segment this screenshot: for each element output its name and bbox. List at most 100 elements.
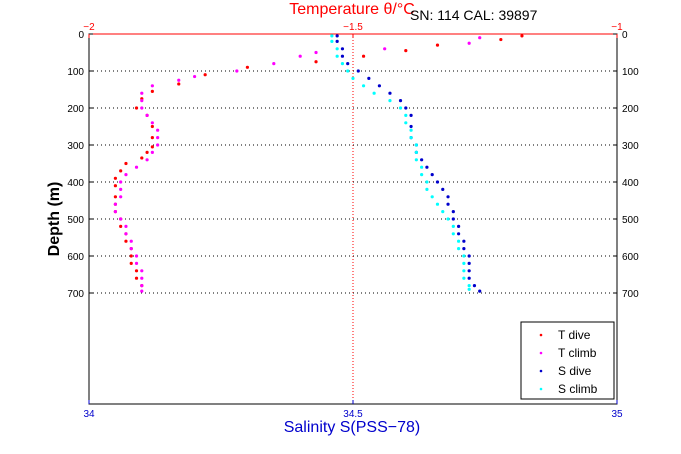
data-point-s-climb-25 — [446, 217, 450, 221]
data-point-s-dive-25 — [457, 224, 461, 228]
data-point-s-climb-29 — [457, 247, 461, 251]
data-point-t-dive-0 — [520, 34, 524, 38]
y-tick-label-left-600: 600 — [67, 252, 84, 263]
bottom-tick-label-34.5: 34.5 — [343, 409, 363, 420]
y-tick-label-right-200: 200 — [622, 104, 639, 115]
data-point-s-climb-14 — [409, 136, 413, 140]
top-tick-label--1.5: −1.5 — [343, 22, 363, 33]
data-point-s-climb-31 — [462, 261, 466, 265]
data-point-s-climb-5 — [346, 69, 350, 73]
legend-label-t-dive: T dive — [558, 328, 591, 342]
data-point-s-dive-3 — [340, 54, 345, 58]
data-point-s-dive-9 — [398, 99, 403, 103]
data-point-s-climb-30 — [462, 254, 466, 258]
legend-marker-s-climb — [539, 387, 543, 391]
y-tick-label-right-0: 0 — [622, 30, 628, 41]
data-point-t-dive-8 — [177, 82, 181, 86]
y-tick-label-left-300: 300 — [67, 141, 84, 152]
data-point-t-climb-26 — [113, 210, 117, 214]
data-point-t-dive-26 — [119, 224, 123, 228]
data-point-t-dive-7 — [203, 73, 207, 77]
data-point-t-climb-36 — [140, 284, 144, 288]
legend-label-s-climb: S climb — [558, 382, 598, 396]
data-point-s-dive-26 — [457, 232, 461, 236]
data-point-s-dive-8 — [388, 91, 392, 95]
y-tick-label-left-500: 500 — [67, 215, 84, 226]
data-point-t-dive-1 — [499, 37, 503, 42]
y-tick-label-right-500: 500 — [622, 215, 639, 226]
y-tick-label-left-400: 400 — [67, 178, 84, 189]
data-point-t-dive-15 — [150, 145, 154, 149]
data-point-t-dive-3 — [404, 49, 408, 53]
data-point-t-climb-34 — [140, 269, 144, 273]
data-layer — [113, 34, 524, 293]
data-point-t-climb-7 — [193, 74, 197, 79]
y-tick-label-left-200: 200 — [67, 104, 84, 115]
y-tick-label-left-0: 0 — [78, 30, 84, 41]
data-point-t-climb-13 — [145, 113, 149, 117]
data-point-s-climb-18 — [420, 165, 424, 169]
data-point-s-climb-13 — [409, 128, 413, 132]
data-point-s-dive-2 — [340, 47, 345, 51]
data-point-t-dive-2 — [435, 43, 440, 47]
data-point-t-dive-30 — [129, 254, 133, 258]
data-point-s-dive-32 — [467, 276, 471, 280]
data-point-t-climb-18 — [150, 150, 154, 154]
data-point-t-climb-9 — [150, 84, 154, 88]
data-point-t-climb-25 — [113, 202, 117, 206]
data-point-s-dive-24 — [451, 217, 455, 221]
data-point-s-dive-16 — [420, 158, 424, 162]
data-point-t-dive-4 — [361, 54, 366, 58]
data-point-t-dive-32 — [134, 269, 139, 273]
data-point-s-climb-9 — [388, 99, 392, 103]
data-point-s-climb-15 — [414, 143, 418, 147]
data-point-s-dive-1 — [335, 39, 339, 44]
data-point-t-climb-17 — [156, 143, 160, 147]
data-point-t-dive-5 — [314, 60, 318, 64]
data-point-s-climb-12 — [404, 121, 408, 125]
data-point-t-dive-21 — [113, 184, 117, 188]
data-point-t-dive-14 — [150, 136, 154, 140]
data-point-s-climb-20 — [425, 180, 429, 184]
data-point-t-climb-16 — [156, 136, 160, 140]
data-point-s-climb-6 — [351, 76, 355, 80]
data-point-t-dive-19 — [119, 169, 123, 173]
data-point-s-dive-28 — [462, 247, 466, 251]
data-point-t-dive-31 — [129, 261, 133, 265]
data-point-t-dive-33 — [134, 276, 139, 280]
legend-box — [520, 321, 615, 400]
data-point-t-climb-37 — [140, 289, 144, 293]
data-point-s-dive-7 — [377, 84, 381, 88]
y-tick-label-right-600: 600 — [622, 252, 639, 263]
data-point-s-climb-16 — [414, 150, 418, 154]
data-point-t-dive-20 — [113, 176, 117, 180]
y-tick-label-right-100: 100 — [622, 67, 639, 78]
data-point-s-dive-20 — [441, 187, 445, 191]
data-point-s-dive-4 — [346, 62, 350, 66]
data-point-s-climb-23 — [435, 202, 440, 206]
data-point-s-dive-5 — [356, 69, 360, 73]
data-point-t-climb-12 — [140, 106, 144, 110]
y-axis-label: Depth (m) — [46, 182, 63, 257]
data-point-s-climb-10 — [398, 106, 403, 110]
data-point-t-climb-22 — [119, 180, 123, 184]
data-point-s-climb-27 — [451, 232, 455, 236]
data-point-s-dive-11 — [409, 113, 413, 117]
legend-label-t-climb: T climb — [558, 346, 597, 360]
tick-layer: 0 0 100 100 200 200 300 300 400 400 500 500 600 600 70… — [67, 22, 639, 420]
y-tick-label-right-400: 400 — [622, 178, 639, 189]
data-point-t-climb-32 — [134, 254, 139, 258]
data-point-t-dive-9 — [150, 89, 154, 93]
data-point-t-climb-14 — [150, 121, 154, 125]
data-point-s-dive-18 — [430, 173, 434, 177]
data-point-s-climb-21 — [425, 187, 429, 191]
data-point-s-climb-34 — [467, 284, 471, 288]
data-point-s-climb-3 — [335, 54, 339, 58]
legend-marker-t-climb — [539, 351, 543, 355]
legend-marker-t-dive — [539, 333, 543, 337]
data-point-t-dive-28 — [124, 239, 128, 243]
data-point-t-dive-18 — [124, 161, 128, 166]
data-point-s-climb-26 — [451, 224, 455, 228]
data-point-t-dive-13 — [150, 124, 154, 129]
